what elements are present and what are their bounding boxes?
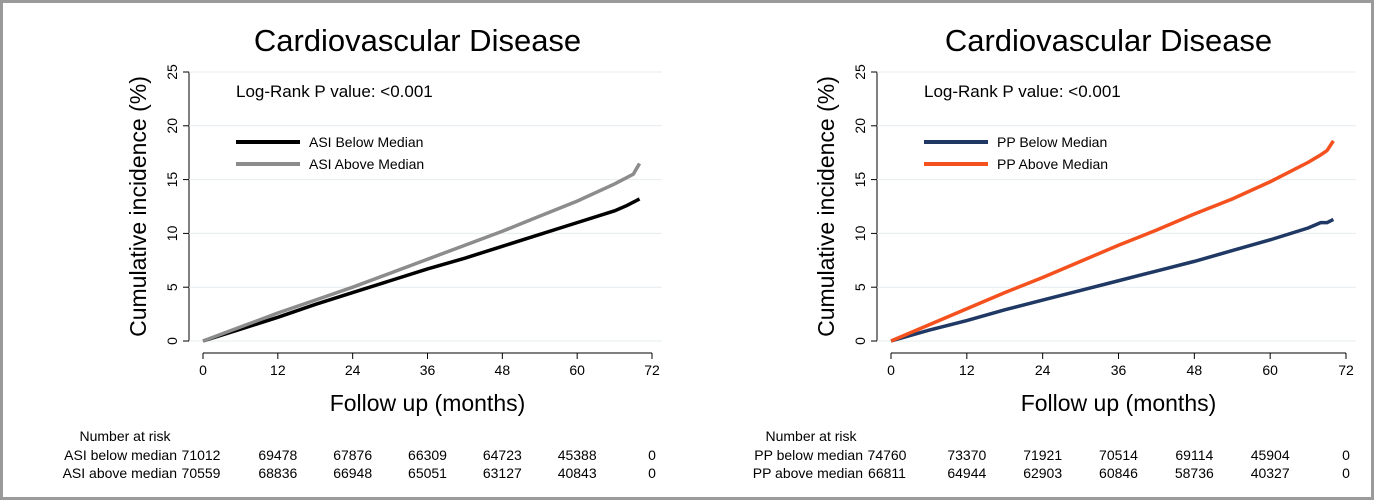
legend-label: ASI Below Median: [309, 134, 423, 150]
y-tick-label: 10: [852, 225, 868, 241]
risk-value: 69114: [1175, 447, 1213, 463]
x-axis-label: Follow up (months): [1021, 390, 1217, 416]
risk-value: 70514: [1099, 447, 1138, 463]
series-line: [202, 162, 642, 343]
risk-value: 0: [1342, 447, 1350, 463]
y-tick-label: 20: [852, 118, 868, 134]
annotation: Log-Rank P value: <0.001: [236, 82, 433, 101]
risk-value: 70559: [182, 465, 221, 481]
risk-value: 0: [648, 447, 656, 463]
risk-value: 64944: [947, 465, 986, 481]
risk-value: 66811: [868, 465, 906, 481]
x-tick-label: 48: [495, 362, 511, 378]
risk-value: 40327: [1251, 465, 1290, 481]
x-tick-label: 60: [569, 362, 585, 378]
x-tick-label: 24: [1035, 362, 1051, 378]
risk-value: 74760: [868, 447, 907, 463]
risk-value: 65051: [408, 465, 447, 481]
risk-value: 71012: [182, 447, 221, 463]
x-tick-label: 72: [644, 362, 660, 378]
risk-table-title: Number at risk: [79, 428, 171, 444]
risk-value: 58736: [1175, 465, 1214, 481]
risk-row-name: PP above median: [753, 465, 863, 481]
y-tick-label: 25: [164, 64, 180, 80]
risk-value: 64723: [483, 447, 522, 463]
x-tick-label: 0: [887, 362, 895, 378]
risk-value: 40843: [558, 465, 597, 481]
y-tick-label: 0: [164, 337, 180, 345]
legend-label: ASI Above Median: [309, 156, 424, 172]
x-tick-label: 12: [270, 362, 286, 378]
risk-row-name: ASI below median: [64, 447, 177, 463]
risk-value: 73370: [947, 447, 986, 463]
risk-row-name: PP below median: [754, 447, 863, 463]
x-tick-label: 12: [959, 362, 975, 378]
charts: Cardiovascular Disease 0 5 10 15 20 25 Cumulati…: [63, 23, 1356, 481]
risk-row-name: ASI above median: [63, 465, 177, 481]
x-tick-label: 36: [420, 362, 436, 378]
risk-value: 45388: [558, 447, 597, 463]
x-tick-label: 72: [1338, 362, 1354, 378]
risk-value: 0: [648, 465, 656, 481]
y-tick-label: 0: [852, 337, 868, 345]
x-tick-label: 48: [1187, 362, 1203, 378]
chart-title: Cardiovascular Disease: [254, 23, 581, 58]
y-tick-label: 5: [852, 283, 868, 291]
risk-value: 45904: [1251, 447, 1290, 463]
risk-value: 69478: [258, 447, 297, 463]
y-axis-label: Cumulative incidence (%): [125, 76, 151, 337]
annotation: Log-Rank P value: <0.001: [924, 82, 1121, 101]
y-tick-label: 15: [164, 172, 180, 188]
series-line: [890, 139, 1335, 343]
y-tick-label: 25: [852, 64, 868, 80]
y-tick-label: 10: [164, 225, 180, 241]
y-tick-label: 20: [164, 118, 180, 134]
risk-value: 66309: [408, 447, 447, 463]
y-axis-label: Cumulative incidence (%): [813, 76, 839, 337]
x-tick-label: 60: [1262, 362, 1278, 378]
risk-value: 62903: [1023, 465, 1062, 481]
x-tick-label: 24: [345, 362, 361, 378]
series-line: [890, 217, 1335, 343]
chart-title: Cardiovascular Disease: [945, 23, 1272, 58]
y-tick-label: 15: [852, 172, 868, 188]
series-line: [202, 197, 641, 343]
risk-value: 68836: [258, 465, 297, 481]
y-tick-label: 5: [164, 283, 180, 291]
risk-value: 71921: [1023, 447, 1062, 463]
x-tick-label: 0: [199, 362, 207, 378]
x-tick-label: 36: [1111, 362, 1127, 378]
legend-label: PP Above Median: [997, 156, 1108, 172]
x-axis-label: Follow up (months): [330, 390, 526, 416]
risk-value: 63127: [483, 465, 522, 481]
risk-value: 60846: [1099, 465, 1138, 481]
risk-table-title: Number at risk: [765, 428, 857, 444]
risk-value: 0: [1342, 465, 1350, 481]
legend-label: PP Below Median: [997, 134, 1107, 150]
risk-value: 67876: [333, 447, 372, 463]
risk-value: 66948: [333, 465, 372, 481]
